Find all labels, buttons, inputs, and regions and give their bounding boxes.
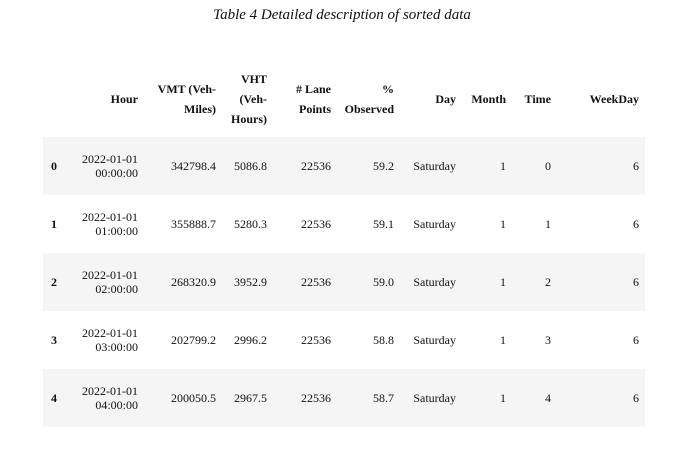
row-index: 4 <box>43 369 69 427</box>
cell-vht: 5280.3 <box>222 195 273 253</box>
column-header-weekday: WeekDay <box>589 91 639 106</box>
cell-lane-points: 22536 <box>273 369 337 427</box>
cell-hour: 2022-01-01 02:00:00 <box>69 253 144 311</box>
cell-month: 1 <box>462 253 512 311</box>
cell-time: 3 <box>512 311 557 369</box>
cell-lane-points: 22536 <box>273 311 337 369</box>
cell-hour-date: 2022-01-01 <box>82 384 138 398</box>
cell-vht: 2996.2 <box>222 311 273 369</box>
column-header-hour: Hour <box>110 91 138 106</box>
cell-hour-time: 02:00:00 <box>95 282 138 296</box>
table-row: 4 2022-01-01 04:00:00 200050.5 2967.5 225… <box>43 369 645 427</box>
cell-vht: 5086.8 <box>222 137 273 195</box>
cell-vht: 3952.9 <box>222 253 273 311</box>
cell-lane-points: 22536 <box>273 137 337 195</box>
column-header-time: Time <box>524 91 551 106</box>
cell-weekday: 6 <box>557 369 645 427</box>
data-table: Hour VMT (Veh-Miles) VHT (Veh-Hours) # L… <box>43 60 645 427</box>
cell-hour-time: 00:00:00 <box>95 166 138 180</box>
cell-month: 1 <box>462 311 512 369</box>
cell-month: 1 <box>462 137 512 195</box>
cell-lane-points: 22536 <box>273 195 337 253</box>
cell-observed: 59.1 <box>337 195 400 253</box>
row-index: 2 <box>43 253 69 311</box>
cell-time: 2 <box>512 253 557 311</box>
cell-hour: 2022-01-01 01:00:00 <box>69 195 144 253</box>
cell-vmt: 342798.4 <box>144 137 222 195</box>
cell-observed: 59.2 <box>337 137 400 195</box>
cell-vmt: 200050.5 <box>144 369 222 427</box>
column-header-month: Month <box>471 91 506 106</box>
table-row: 0 2022-01-01 00:00:00 342798.4 5086.8 225… <box>43 137 645 195</box>
column-header-vmt: VMT (Veh-Miles) <box>157 81 216 116</box>
cell-observed: 58.8 <box>337 311 400 369</box>
cell-vht: 2967.5 <box>222 369 273 427</box>
cell-vmt: 355888.7 <box>144 195 222 253</box>
cell-time: 4 <box>512 369 557 427</box>
cell-lane-points: 22536 <box>273 253 337 311</box>
table-row: 1 2022-01-01 01:00:00 355888.7 5280.3 225… <box>43 195 645 253</box>
cell-hour-time: 01:00:00 <box>95 224 138 238</box>
row-index: 0 <box>43 137 69 195</box>
cell-month: 1 <box>462 369 512 427</box>
cell-weekday: 6 <box>557 195 645 253</box>
cell-vmt: 268320.9 <box>144 253 222 311</box>
cell-hour: 2022-01-01 04:00:00 <box>69 369 144 427</box>
cell-day: Saturday <box>400 311 462 369</box>
cell-weekday: 6 <box>557 253 645 311</box>
column-header-observed: % Observed <box>344 81 394 116</box>
cell-day: Saturday <box>400 253 462 311</box>
index-header <box>43 60 69 137</box>
row-index: 3 <box>43 311 69 369</box>
cell-hour: 2022-01-01 03:00:00 <box>69 311 144 369</box>
cell-observed: 59.0 <box>337 253 400 311</box>
cell-hour-date: 2022-01-01 <box>82 326 138 340</box>
cell-hour-time: 04:00:00 <box>95 398 138 412</box>
cell-day: Saturday <box>400 369 462 427</box>
column-header-lane-points: # Lane Points <box>295 81 331 116</box>
table-row: 2 2022-01-01 02:00:00 268320.9 3952.9 225… <box>43 253 645 311</box>
cell-day: Saturday <box>400 137 462 195</box>
table-row: 3 2022-01-01 03:00:00 202799.2 2996.2 225… <box>43 311 645 369</box>
cell-hour-date: 2022-01-01 <box>82 152 138 166</box>
cell-vmt: 202799.2 <box>144 311 222 369</box>
cell-weekday: 6 <box>557 311 645 369</box>
cell-weekday: 6 <box>557 137 645 195</box>
column-header-day: Day <box>435 91 456 106</box>
cell-hour: 2022-01-01 00:00:00 <box>69 137 144 195</box>
cell-time: 0 <box>512 137 557 195</box>
cell-observed: 58.7 <box>337 369 400 427</box>
cell-hour-date: 2022-01-01 <box>82 268 138 282</box>
cell-time: 1 <box>512 195 557 253</box>
column-header-vht: VHT (Veh-Hours) <box>231 71 267 126</box>
table-caption: Table 4 Detailed description of sorted d… <box>213 7 471 23</box>
header-row: Hour VMT (Veh-Miles) VHT (Veh-Hours) # L… <box>43 60 645 137</box>
cell-hour-time: 03:00:00 <box>95 340 138 354</box>
cell-hour-date: 2022-01-01 <box>82 210 138 224</box>
row-index: 1 <box>43 195 69 253</box>
cell-day: Saturday <box>400 195 462 253</box>
cell-month: 1 <box>462 195 512 253</box>
